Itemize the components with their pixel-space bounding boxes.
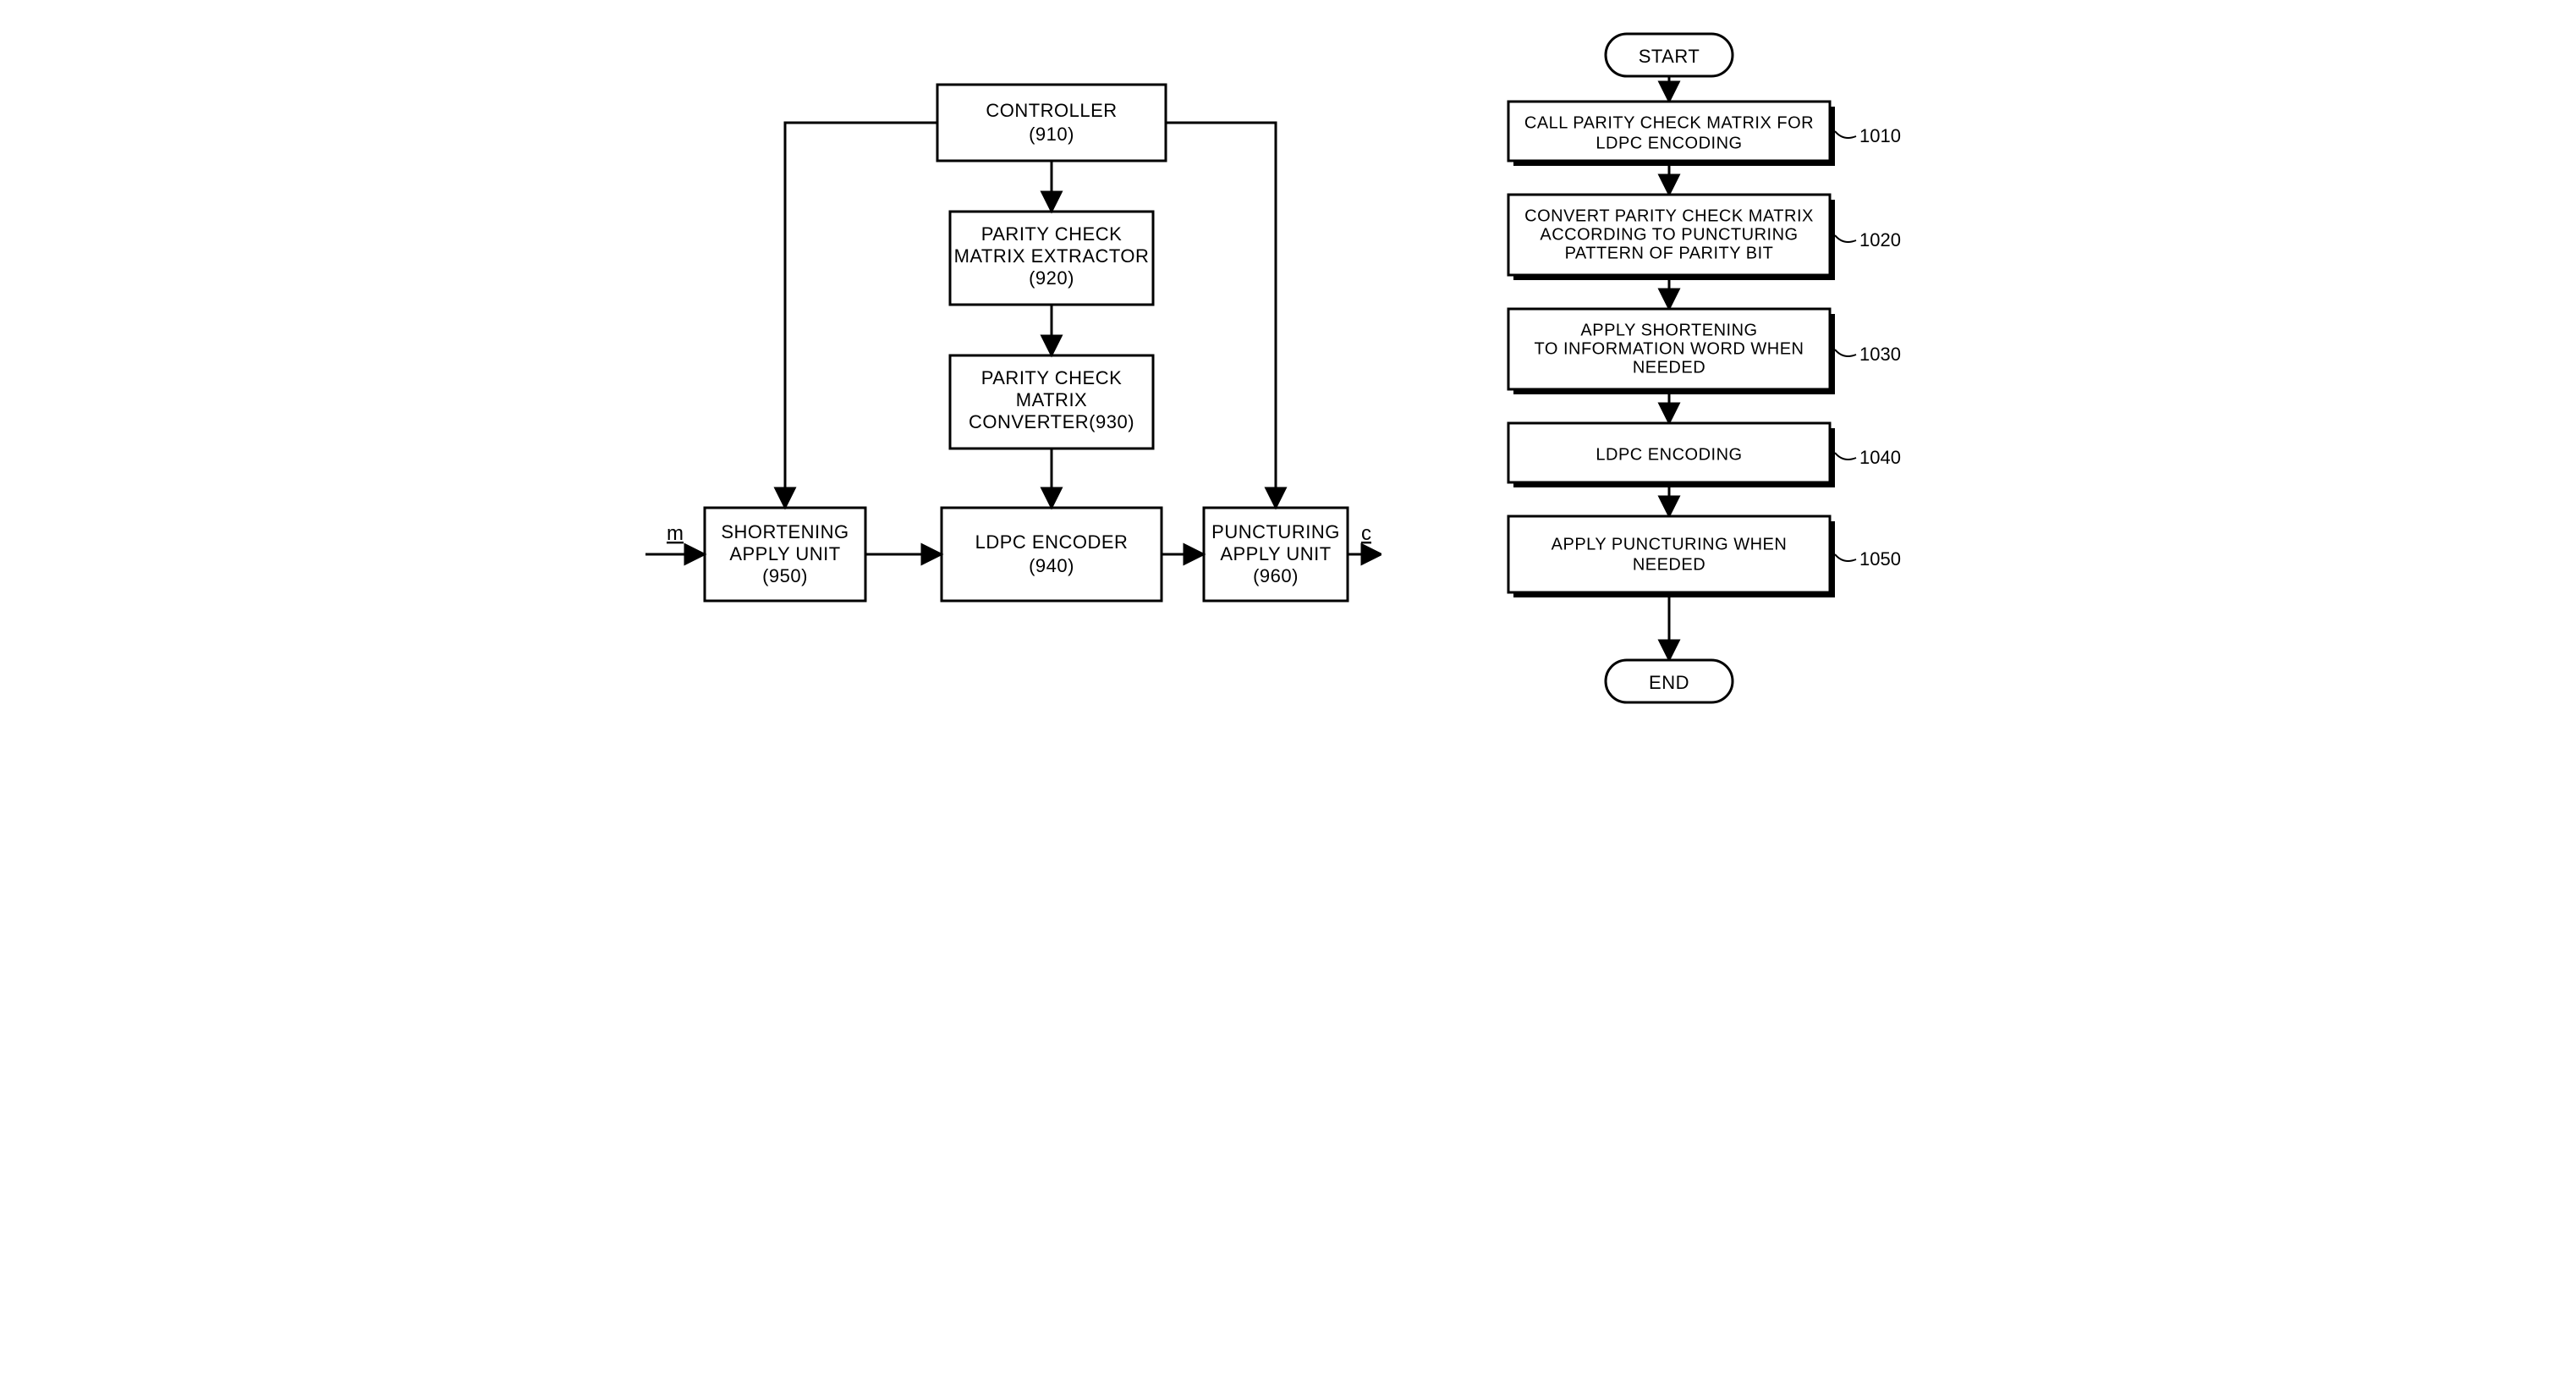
extractor-label-3: (920) xyxy=(1029,267,1074,289)
s2-line3: PATTERN OF PARITY BIT xyxy=(1564,244,1773,262)
s3-line2: TO INFORMATION WORD WHEN xyxy=(1534,339,1804,358)
converter-label-2: MATRIX xyxy=(1015,389,1086,410)
edge-controller-puncturing xyxy=(1166,123,1276,506)
converter-label-1: PARITY CHECK xyxy=(980,367,1122,388)
s5-line1: APPLY PUNCTURING WHEN xyxy=(1551,535,1787,553)
s4-ref: 1040 xyxy=(1859,447,1901,468)
puncturing-label-3: (960) xyxy=(1253,565,1299,586)
diagram-container: CONTROLLER (910) PARITY CHECK MATRIX EXT… xyxy=(17,17,2559,711)
shortening-label-1: SHORTENING xyxy=(721,521,849,542)
ref-leader-s5 xyxy=(1835,554,1856,561)
s2-line1: CONVERT PARITY CHECK MATRIX xyxy=(1524,206,1814,225)
s1-ref: 1010 xyxy=(1859,125,1901,146)
step-s5 xyxy=(1508,516,1830,592)
edge-controller-shortening xyxy=(785,123,937,506)
extractor-label-1: PARITY CHECK xyxy=(980,223,1122,245)
ref-leader-s1 xyxy=(1835,131,1856,138)
s2-ref: 1020 xyxy=(1859,229,1901,250)
output-label: c xyxy=(1361,522,1371,545)
s2-line2: ACCORDING TO PUNCTURING xyxy=(1540,225,1798,244)
s1-line2: LDPC ENCODING xyxy=(1596,134,1742,152)
flowchart: START CALL PARITY CHECK MATRIX FOR LDPC … xyxy=(1449,17,1948,711)
ref-leader-s4 xyxy=(1835,453,1856,460)
controller-label-2: (910) xyxy=(1029,124,1074,145)
end-label: END xyxy=(1649,672,1689,693)
converter-label-3: CONVERTER(930) xyxy=(968,411,1134,432)
s3-line1: APPLY SHORTENING xyxy=(1580,321,1757,339)
s1-line1: CALL PARITY CHECK MATRIX FOR xyxy=(1524,113,1813,132)
s5-ref: 1050 xyxy=(1859,548,1901,570)
s3-line3: NEEDED xyxy=(1632,358,1705,377)
ref-leader-s2 xyxy=(1835,235,1856,242)
controller-label-1: CONTROLLER xyxy=(986,100,1117,121)
start-label: START xyxy=(1638,46,1700,67)
shortening-label-3: (950) xyxy=(762,565,808,586)
ref-leader-s3 xyxy=(1835,350,1856,356)
extractor-label-2: MATRIX EXTRACTOR xyxy=(953,245,1149,267)
s3-ref: 1030 xyxy=(1859,344,1901,365)
s5-line2: NEEDED xyxy=(1632,555,1705,574)
puncturing-label-1: PUNCTURING xyxy=(1211,521,1340,542)
block-diagram: CONTROLLER (910) PARITY CHECK MATRIX EXT… xyxy=(629,17,1381,660)
encoder-label-1: LDPC ENCODER xyxy=(975,531,1128,553)
s4-line1: LDPC ENCODING xyxy=(1596,445,1742,464)
input-label: m xyxy=(667,522,684,545)
puncturing-label-2: APPLY UNIT xyxy=(1220,543,1331,564)
encoder-label-2: (940) xyxy=(1029,555,1074,576)
shortening-label-2: APPLY UNIT xyxy=(729,543,840,564)
